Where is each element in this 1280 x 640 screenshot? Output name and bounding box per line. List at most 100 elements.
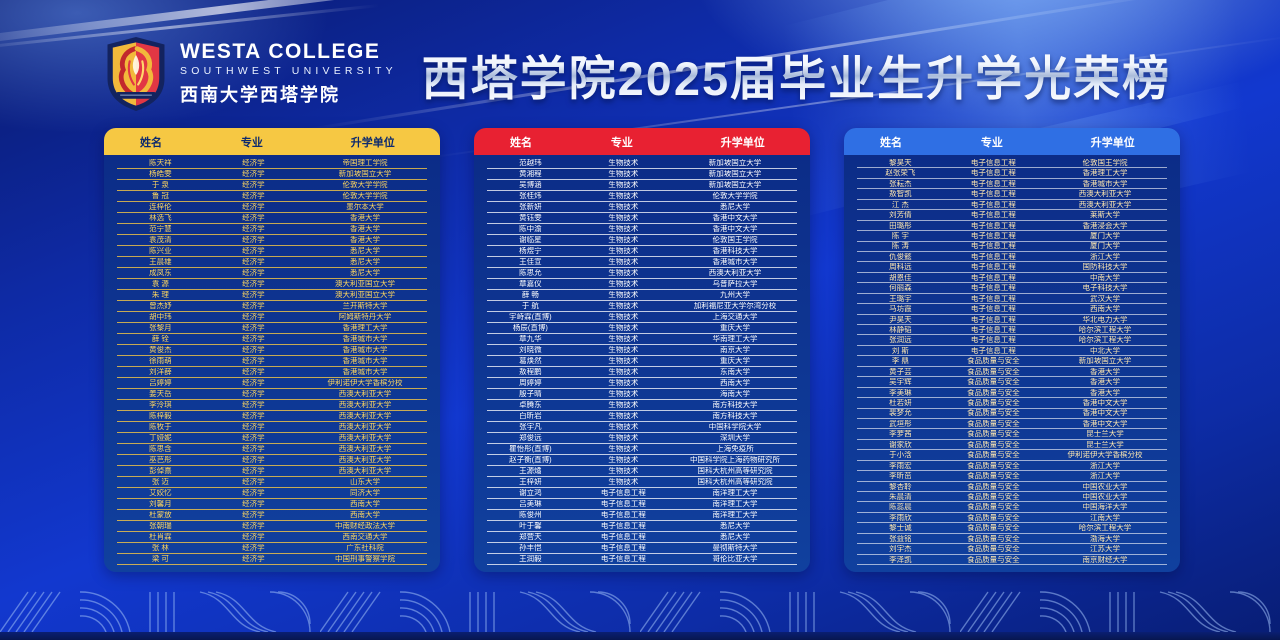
table-row: 殷子晴 生物技术 海南大学 <box>487 389 797 400</box>
table-row: 陈天祥 经济学 帝国理工学院 <box>117 158 427 169</box>
table-row: 于 泉 经济学 伦敦大学学院 <box>117 180 427 191</box>
table-row: 武垣彤 食品质量与安全 香港中文大学 <box>857 419 1167 430</box>
student-name: 胡恩佳 <box>889 273 912 282</box>
major: 生物技术 <box>608 423 639 431</box>
student-name: 刘馨月 <box>149 500 172 508</box>
student-name: 陈俊州 <box>519 511 542 519</box>
table-row: 林静韬 电子信息工程 哈尔滨工程大学 <box>857 325 1167 336</box>
major: 食品质量与安全 <box>967 378 1020 386</box>
major: 生物技术 <box>608 302 639 310</box>
destination-university: 昆士兰大学 <box>1086 440 1124 449</box>
honor-roll-table-1: 姓名 专业 升学单位 陈天祥 经济学 帝国理工学院 杨皓雯 经济学 新加坡国立大学于 泉经济学… <box>104 128 440 572</box>
destination-university: 江苏大学 <box>1089 545 1120 553</box>
destination-university: 曼彻斯特大学 <box>712 544 758 552</box>
destination-university: 西澳大利亚大学 <box>338 467 392 475</box>
student-name: 范宁慧 <box>149 225 172 233</box>
table-row: 薛 铨 经济学 香港城市大学 <box>117 334 427 345</box>
major: 电子信息工程 <box>970 336 1016 344</box>
table-row: 郑营天 电子信息工程 悉尼大学 <box>487 532 797 543</box>
honor-roll-table-2: 姓名 专业 升学单位 范越玮 生物技术 新加坡国立大学 黄湘程 生物技术 新加坡国立大学 吴博涵… <box>474 128 810 572</box>
major: 经济学 <box>242 511 265 519</box>
major: 电子信息工程 <box>970 158 1016 167</box>
major: 经济学 <box>242 434 265 442</box>
destination-university: 西澳大利亚大学 <box>1078 200 1132 209</box>
major: 生物技术 <box>608 291 639 299</box>
table-row: 尹昊天 电子信息工程 华北电力大学 <box>857 315 1167 325</box>
destination-university: 南洋理工大学 <box>712 511 758 519</box>
student-name: 陈思含 <box>149 445 172 453</box>
student-name: 王晨雄 <box>149 258 172 266</box>
student-name: 张润远 <box>889 336 912 344</box>
table-row: 陈 宇 电子信息工程 厦门大学 <box>857 231 1167 242</box>
table-row: 陈兴业 经济学 悉尼大学 <box>117 246 427 257</box>
destination-university: 西南大学 <box>349 500 380 508</box>
destination-university: 西南交通大学 <box>342 533 388 541</box>
destination-university: 伊利诺伊大学香槟分校 <box>1067 451 1143 459</box>
student-name: 李昕茁 <box>889 472 912 480</box>
major: 电子信息工程 <box>970 169 1016 177</box>
destination-university: 香港大学 <box>1089 388 1120 397</box>
major: 食品质量与安全 <box>967 409 1020 417</box>
major: 经济学 <box>242 280 265 288</box>
major: 经济学 <box>242 203 265 211</box>
destination-university: 香港理工大学 <box>342 324 388 332</box>
table-row: 林选飞 经济学 香港大学 <box>117 213 427 224</box>
student-name: 刘洋薛 <box>149 368 172 376</box>
table-row: 刘 斯 电子信息工程 中北大学 <box>857 346 1167 357</box>
table-row: 黄俊杰 经济学 香港城市大学 <box>117 345 427 356</box>
student-name: 李泽凯 <box>889 555 912 564</box>
table-row: 张 林 经济学 广东社科院 <box>117 543 427 554</box>
student-name: 杨辰(直博) <box>512 324 548 332</box>
major: 电子信息工程 <box>970 346 1016 355</box>
student-name: 杨皓雯 <box>149 170 172 178</box>
destination-university: 中国海洋大学 <box>1082 503 1128 511</box>
student-name: 孙丰恺 <box>519 544 542 552</box>
student-name: 章嘉仪 <box>519 280 542 288</box>
table-row: 薛 畅 生物技术 九州大学 <box>487 290 797 301</box>
table-row: 黎昊天 电子信息工程 伦敦国王学院 <box>857 158 1167 169</box>
student-name: 范越玮 <box>519 159 542 167</box>
university-name-en: SOUTHWEST UNIVERSITY <box>180 65 397 78</box>
destination-university: 中南大学 <box>1089 273 1120 282</box>
student-name: 郑营天 <box>519 533 542 541</box>
destination-university: 莱斯大学 <box>1089 211 1120 219</box>
table-row: 陈牧于 经济学 西澳大利亚大学 <box>117 422 427 433</box>
column-header: 升学单位 <box>720 136 765 149</box>
college-name-en: WESTA COLLEGE <box>180 39 381 63</box>
student-name: 郑俊远 <box>519 434 542 442</box>
student-name: 于 泉 <box>151 181 169 189</box>
student-name: 陈思允 <box>519 269 542 277</box>
destination-university: 浙江大学 <box>1089 461 1120 470</box>
table-row: 张黎月 经济学 香港理工大学 <box>117 323 427 334</box>
student-name: 杜蒙放 <box>149 511 172 519</box>
destination-university: 哈尔滨工程大学 <box>1078 325 1132 334</box>
major: 生物技术 <box>608 467 639 475</box>
student-name: 朱晨清 <box>889 492 912 501</box>
destination-university: 西澳大利亚大学 <box>338 401 392 409</box>
student-name: 敖程鹏 <box>519 368 542 376</box>
student-name: 刘晓微 <box>519 346 542 354</box>
major: 生物技术 <box>608 456 639 464</box>
major: 经济学 <box>242 456 265 464</box>
table-row: 李泠琪 经济学 西澳大利亚大学 <box>117 400 427 411</box>
student-name: 陈兴业 <box>149 247 172 255</box>
destination-university: 香港中文大学 <box>1082 419 1128 428</box>
major: 电子信息工程 <box>970 190 1016 198</box>
student-name: 黄子芸 <box>889 367 912 376</box>
major: 经济学 <box>242 247 265 255</box>
major: 电子信息工程 <box>970 273 1016 282</box>
destination-university: 渤海大学 <box>1089 534 1120 543</box>
major: 食品质量与安全 <box>967 399 1020 407</box>
table-row: 刘晓微 生物技术 南京大学 <box>487 345 797 356</box>
column-header: 专业 <box>610 136 633 149</box>
destination-university: 悉尼大学 <box>719 522 750 530</box>
table-row: 李雨欣 食品质量与安全 江南大学 <box>857 513 1167 524</box>
table-row: 赵张荣飞 电子信息工程 香港理工大学 <box>857 168 1167 179</box>
major: 电子信息工程 <box>970 252 1016 261</box>
table-row: 陈蕊晨 食品质量与安全 中国海洋大学 <box>857 502 1167 513</box>
student-name: 黄俊杰 <box>149 346 172 354</box>
student-name: 张宇凡 <box>519 423 542 431</box>
table-row: 刘芳倩 电子信息工程 莱斯大学 <box>857 210 1167 221</box>
student-name: 张黎月 <box>149 324 172 332</box>
table-row: 王佳宣 生物技术 香港城市大学 <box>487 257 797 268</box>
